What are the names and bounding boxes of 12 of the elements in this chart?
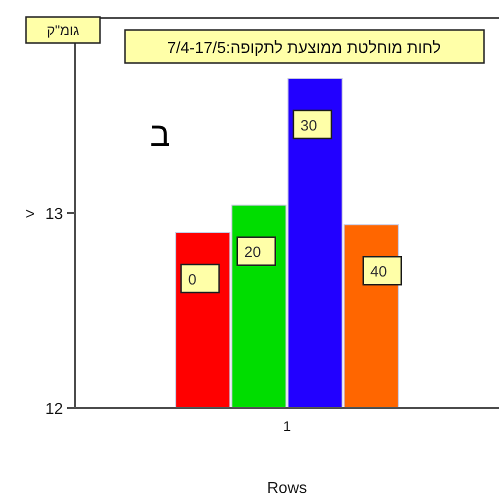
text: > [25,206,35,223]
text: לחות מוחלטת ממוצעת לתקופה:7/4-17/5 [167,39,441,57]
series-label: 0 [188,272,196,288]
annotation: ב [150,116,170,154]
x-axis-title: Rows [266,480,308,497]
series-label: 20 [244,244,261,262]
series-label: 30 [300,117,318,134]
y-tick-label: 13 [45,206,64,223]
y-axis-title: גומ"ק [46,22,80,38]
series-label: 40 [370,264,387,281]
x-tick-label: 1 [283,418,292,434]
y-tick-label: 12 [45,401,64,418]
